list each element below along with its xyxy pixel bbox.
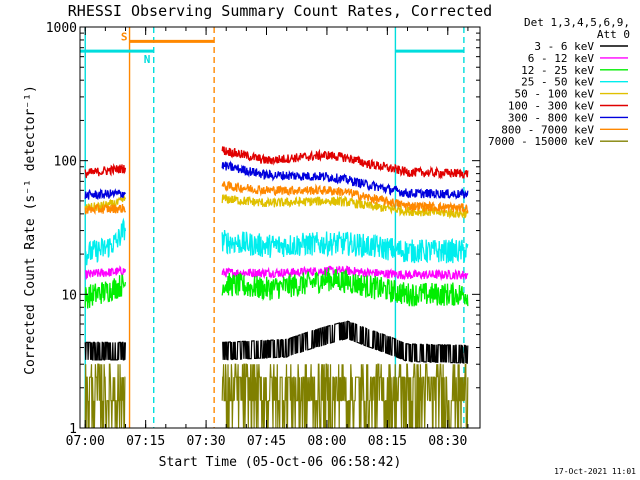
chart-title: RHESSI Observing Summary Count Rates, Co… <box>68 2 492 20</box>
y-tick-label: 1000 <box>46 21 77 36</box>
series-6 <box>84 160 469 201</box>
footer-stamp: 17-Oct-2021 11:01 <box>554 467 636 476</box>
x-axis-label: Start Time (05-Oct-06 06:58:42) <box>159 455 402 470</box>
series-line <box>84 274 127 309</box>
y-tick-label: 1 <box>69 422 77 437</box>
y-tick-label: 100 <box>54 155 77 170</box>
series-line <box>84 363 126 429</box>
series-1 <box>84 265 469 282</box>
series-5 <box>84 146 469 180</box>
plot-area: SN <box>80 27 469 429</box>
series-line <box>221 267 469 307</box>
series-line <box>221 160 469 200</box>
legend-label: 800 - 7000 keV <box>501 123 594 136</box>
series-line <box>84 187 126 201</box>
legend-subheader: Att 0 <box>597 28 630 41</box>
plot-frame <box>79 26 481 429</box>
series-3 <box>85 217 469 266</box>
flag-label: S <box>121 30 128 43</box>
series-line <box>221 180 469 214</box>
series-7 <box>84 180 469 216</box>
series-line <box>84 203 127 216</box>
x-tick-label: 08:15 <box>368 434 407 449</box>
series-2 <box>84 267 469 309</box>
x-tick-label: 07:15 <box>126 434 165 449</box>
legend-label: 3 - 6 keV <box>534 40 594 53</box>
legend-label: 7000 - 15000 keV <box>488 135 594 148</box>
flag-label: N <box>144 53 151 66</box>
series-line <box>221 265 469 282</box>
x-tick-label: 08:30 <box>428 434 467 449</box>
x-tick-label: 07:30 <box>187 434 226 449</box>
x-tick-label: 07:45 <box>247 434 286 449</box>
series-8 <box>84 363 469 429</box>
legend-label: 6 - 12 keV <box>528 52 595 65</box>
series-0 <box>84 320 469 364</box>
series-line <box>221 146 469 180</box>
legend-label: 25 - 50 keV <box>521 76 594 89</box>
x-tick-label: 07:00 <box>66 434 105 449</box>
x-tick-label: 08:00 <box>307 434 346 449</box>
series-line <box>221 363 469 429</box>
series-line <box>85 217 127 266</box>
legend-label: 300 - 800 keV <box>508 111 594 124</box>
series-line <box>84 265 127 280</box>
series-line <box>84 163 127 179</box>
legend-label: 50 - 100 keV <box>515 88 595 101</box>
chart-header: RHESSI Observing Summary Count Rates, Co… <box>68 2 492 20</box>
legend-header: Det 1,3,4,5,6,9, <box>524 16 630 29</box>
series-line <box>222 320 469 364</box>
y-axis-label: Corrected Count Rate (s⁻¹ detector⁻¹) <box>23 85 38 375</box>
y-tick-label: 10 <box>61 288 77 303</box>
series-line <box>221 229 469 264</box>
legend-label: 100 - 300 keV <box>508 100 594 113</box>
legend-label: 12 - 25 keV <box>521 64 594 77</box>
axes: 07:00 07:15 07:30 07:45 08:00 08:15 08:30 1 10 10… <box>46 21 481 449</box>
series-line <box>84 341 126 361</box>
